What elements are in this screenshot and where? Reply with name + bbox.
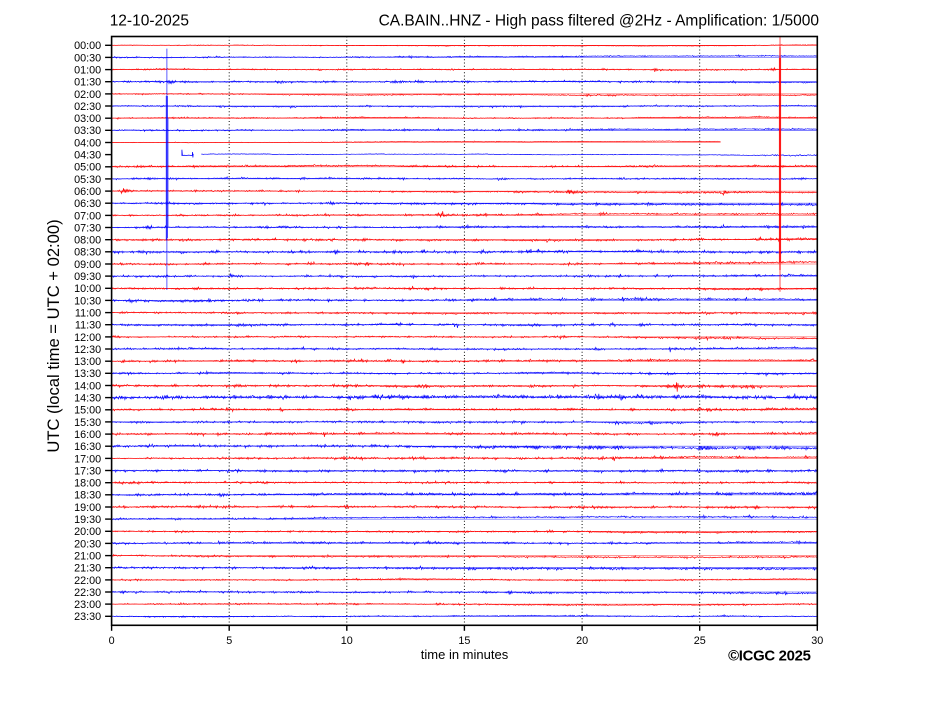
svg-text:21:30: 21:30 bbox=[74, 563, 101, 575]
svg-text:09:00: 09:00 bbox=[74, 259, 101, 271]
svg-text:5: 5 bbox=[226, 635, 232, 647]
svg-text:10:00: 10:00 bbox=[74, 283, 101, 295]
svg-text:12-10-2025: 12-10-2025 bbox=[110, 13, 189, 30]
svg-text:©ICGC 2025: ©ICGC 2025 bbox=[728, 649, 810, 665]
svg-text:25: 25 bbox=[694, 635, 706, 647]
svg-text:11:30: 11:30 bbox=[75, 320, 101, 332]
svg-text:13:30: 13:30 bbox=[74, 368, 101, 380]
svg-text:01:30: 01:30 bbox=[74, 77, 101, 89]
svg-text:08:00: 08:00 bbox=[74, 235, 101, 247]
svg-text:17:30: 17:30 bbox=[74, 465, 101, 477]
svg-text:23:30: 23:30 bbox=[74, 611, 101, 623]
svg-text:22:00: 22:00 bbox=[74, 575, 101, 587]
svg-text:16:30: 16:30 bbox=[74, 441, 101, 453]
svg-text:04:00: 04:00 bbox=[74, 137, 101, 149]
svg-text:CA.BAIN..HNZ - High pass filte: CA.BAIN..HNZ - High pass filtered @2Hz -… bbox=[379, 13, 820, 30]
svg-text:09:30: 09:30 bbox=[74, 271, 101, 283]
svg-text:07:00: 07:00 bbox=[74, 210, 101, 222]
svg-text:06:30: 06:30 bbox=[74, 198, 101, 210]
svg-text:30: 30 bbox=[811, 635, 823, 647]
svg-text:20:00: 20:00 bbox=[74, 526, 101, 538]
svg-text:15:30: 15:30 bbox=[74, 417, 101, 429]
svg-text:14:30: 14:30 bbox=[74, 393, 101, 405]
svg-text:00:30: 00:30 bbox=[74, 52, 101, 64]
svg-text:14:00: 14:00 bbox=[74, 380, 101, 392]
svg-text:10:30: 10:30 bbox=[74, 295, 101, 307]
svg-text:15:00: 15:00 bbox=[74, 405, 101, 417]
svg-text:01:00: 01:00 bbox=[74, 65, 101, 77]
svg-text:19:00: 19:00 bbox=[74, 502, 101, 514]
svg-text:10: 10 bbox=[341, 635, 353, 647]
svg-text:12:30: 12:30 bbox=[74, 344, 101, 356]
svg-text:UTC (local time = UTC + 02:00): UTC (local time = UTC + 02:00) bbox=[44, 219, 63, 452]
svg-text:21:00: 21:00 bbox=[74, 551, 101, 563]
svg-text:20:30: 20:30 bbox=[74, 538, 101, 550]
svg-text:04:30: 04:30 bbox=[74, 150, 101, 162]
svg-text:07:30: 07:30 bbox=[74, 222, 101, 234]
svg-text:20: 20 bbox=[576, 635, 588, 647]
svg-text:16:00: 16:00 bbox=[74, 429, 101, 441]
svg-text:05:30: 05:30 bbox=[74, 174, 101, 186]
svg-text:13:00: 13:00 bbox=[74, 356, 101, 368]
svg-text:02:00: 02:00 bbox=[74, 89, 101, 101]
svg-text:12:00: 12:00 bbox=[74, 332, 101, 344]
svg-text:08:30: 08:30 bbox=[74, 247, 101, 259]
svg-text:03:00: 03:00 bbox=[74, 113, 101, 125]
svg-text:time in minutes: time in minutes bbox=[421, 647, 509, 662]
svg-text:18:30: 18:30 bbox=[74, 490, 101, 502]
svg-text:17:00: 17:00 bbox=[74, 453, 101, 465]
svg-text:23:00: 23:00 bbox=[74, 599, 101, 611]
svg-text:11:00: 11:00 bbox=[75, 308, 101, 320]
svg-text:15: 15 bbox=[458, 635, 470, 647]
svg-text:05:00: 05:00 bbox=[74, 162, 101, 174]
svg-text:00:00: 00:00 bbox=[74, 40, 101, 52]
svg-text:03:30: 03:30 bbox=[74, 125, 101, 137]
svg-text:19:30: 19:30 bbox=[74, 514, 101, 526]
svg-text:22:30: 22:30 bbox=[74, 587, 101, 599]
svg-text:18:00: 18:00 bbox=[74, 478, 101, 490]
svg-text:06:00: 06:00 bbox=[74, 186, 101, 198]
svg-text:02:30: 02:30 bbox=[74, 101, 101, 113]
svg-text:0: 0 bbox=[109, 635, 115, 647]
